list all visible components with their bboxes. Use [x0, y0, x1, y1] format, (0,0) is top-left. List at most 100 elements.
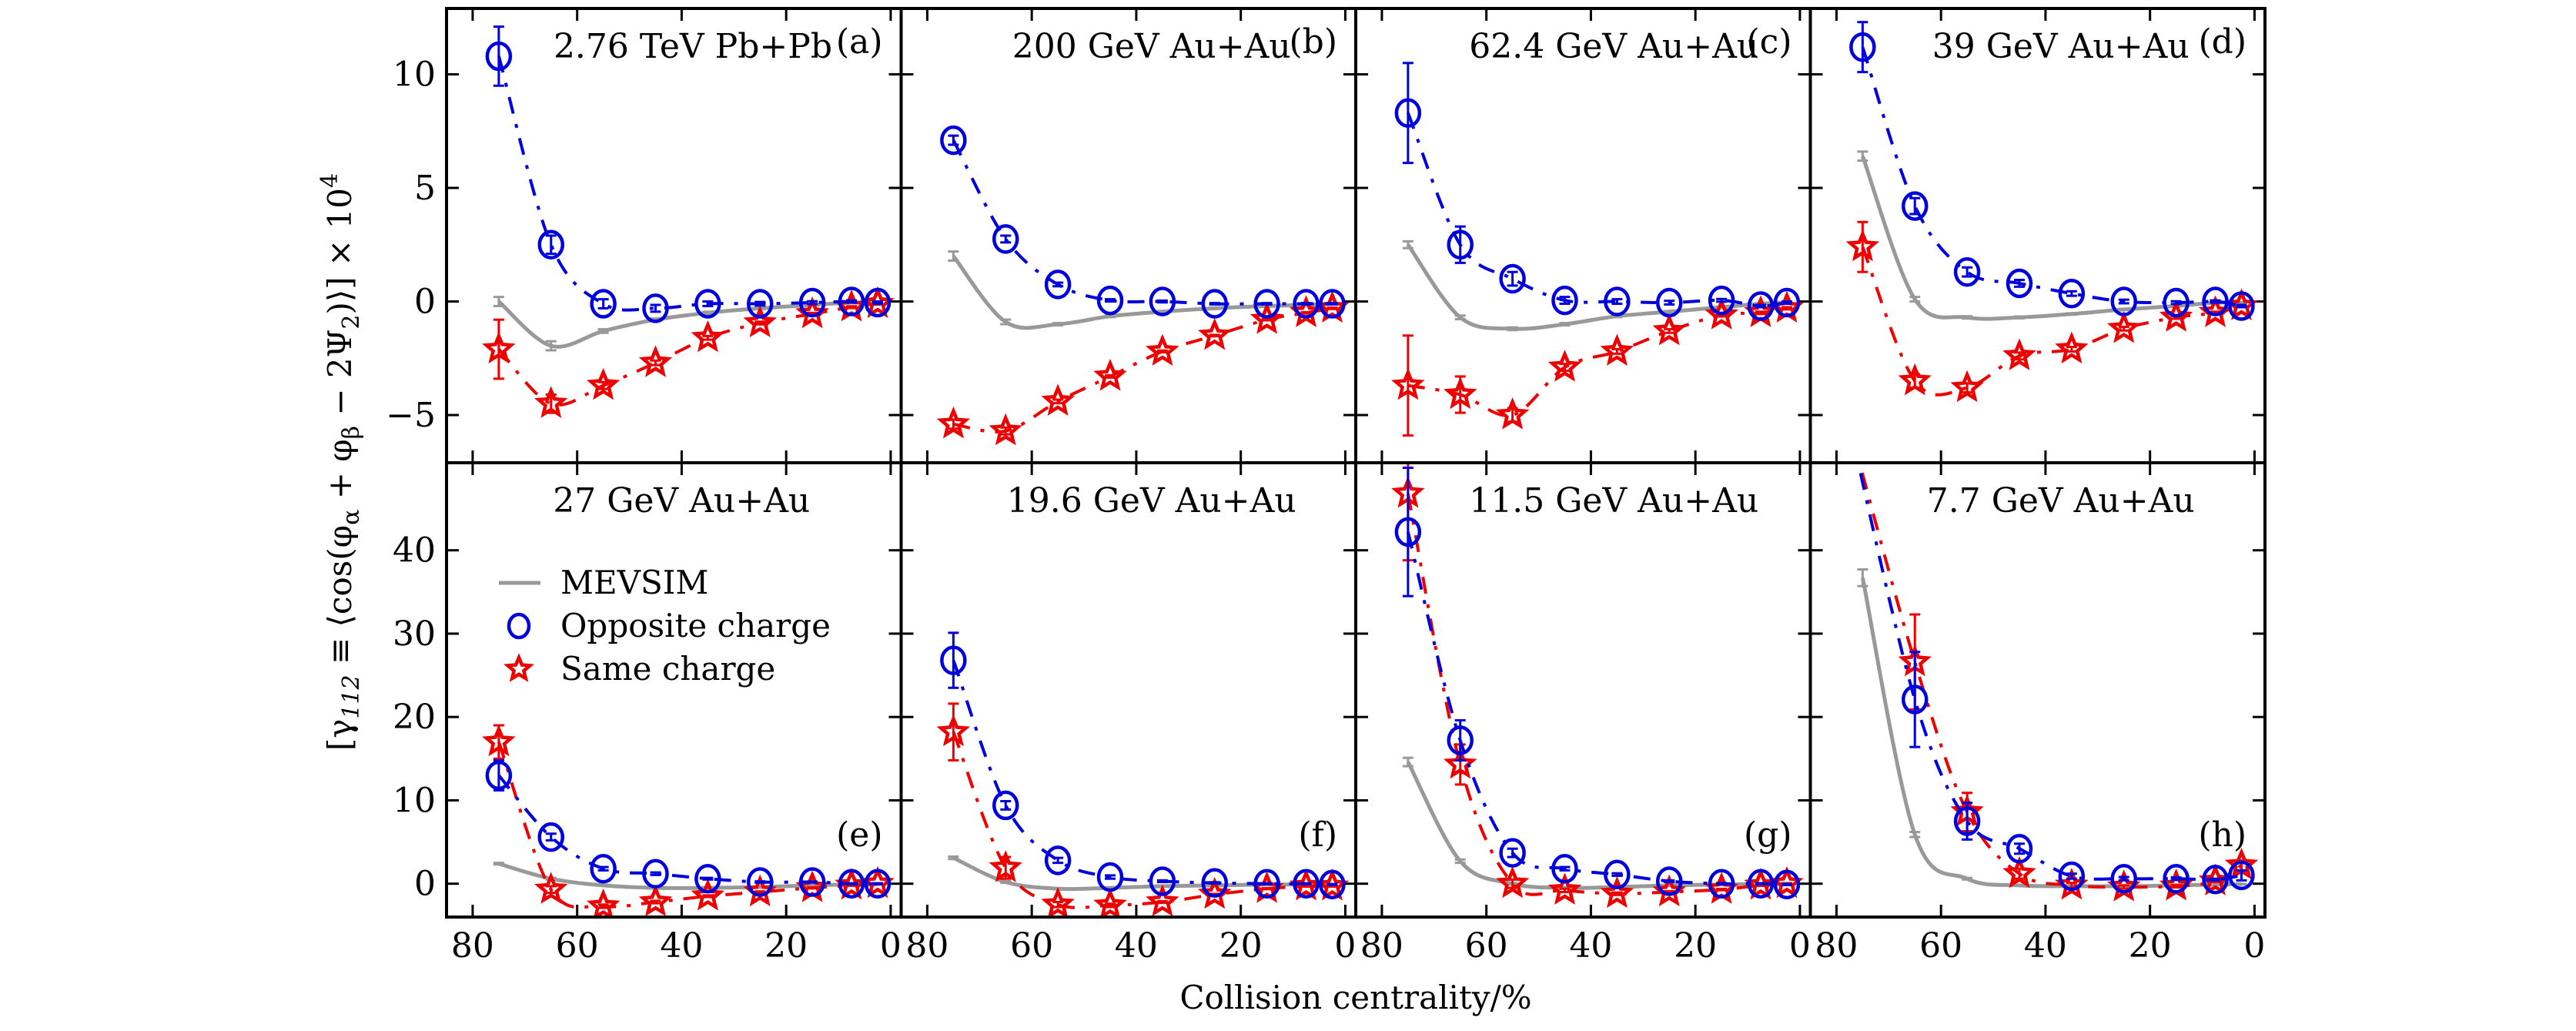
legend-label-same: Same charge — [560, 650, 775, 688]
plot-area — [1391, 463, 1804, 909]
point-same-charge — [1547, 872, 1582, 905]
point-same-charge — [743, 305, 778, 338]
point-same-charge — [1950, 370, 1984, 403]
series-line-same — [497, 302, 878, 407]
point-opposite-charge — [590, 289, 617, 319]
point-opposite-charge — [694, 863, 721, 894]
point-opposite-charge — [838, 869, 865, 899]
x-tick-label: 80 — [905, 926, 948, 966]
point-opposite-charge — [1499, 838, 1526, 868]
panel-label: (g) — [1744, 815, 1792, 855]
point-opposite-charge — [798, 287, 826, 318]
point-same-charge — [482, 724, 516, 757]
point-same-charge — [1495, 865, 1530, 899]
x-tick-label: 0 — [2243, 926, 2265, 966]
point-opposite-charge — [1901, 191, 1929, 221]
panel-d: 39 GeV Au+Au (d) — [1808, 7, 2267, 464]
point-opposite-charge — [1201, 868, 1228, 898]
point-same-charge — [936, 407, 971, 439]
plot-area — [1845, 21, 2259, 403]
point-opposite-charge — [1551, 285, 1578, 316]
point-opposite-charge — [746, 867, 774, 897]
point-same-charge — [1391, 367, 1425, 400]
x-tick-label: 40 — [660, 926, 703, 966]
series-line-same — [1407, 306, 1788, 417]
point-opposite-charge — [746, 289, 774, 319]
point-same-charge — [1444, 746, 1477, 779]
point-opposite-charge — [1293, 869, 1320, 899]
panel-label: (c) — [1747, 22, 1792, 62]
point-same-charge — [638, 884, 673, 917]
point-opposite-charge — [2202, 865, 2229, 895]
point-opposite-charge — [1708, 869, 1735, 899]
series-line-opposite — [497, 774, 878, 885]
panel-title: 2.76 TeV Pb+Pb — [554, 27, 832, 66]
x-tick-label: 40 — [1569, 926, 1612, 966]
point-opposite-charge — [2163, 863, 2190, 894]
point-opposite-charge — [1201, 289, 1228, 319]
point-opposite-charge — [2110, 286, 2137, 316]
point-opposite-charge — [1604, 859, 1631, 890]
legend-same-swatch — [503, 653, 534, 682]
point-opposite-charge — [537, 822, 564, 852]
y-tick-label: 30 — [393, 614, 436, 654]
point-opposite-charge — [1849, 32, 1876, 62]
panel-frame — [899, 461, 1357, 919]
x-tick-label: 60 — [1465, 926, 1508, 966]
x-axis-title: Collision centrality/% — [1179, 979, 1531, 1016]
point-opposite-charge — [694, 289, 721, 319]
point-opposite-charge — [1447, 229, 1474, 260]
panel-frame — [899, 7, 1357, 464]
point-opposite-charge — [1319, 869, 1346, 900]
y-tick-label: −5 — [386, 396, 436, 435]
point-same-charge — [1093, 887, 1127, 917]
panel-label: (f) — [1298, 815, 1337, 855]
point-opposite-charge — [864, 869, 892, 899]
plot-area — [1856, 463, 2259, 902]
point-opposite-charge — [2228, 291, 2255, 321]
series-line-same — [952, 731, 1333, 909]
point-same-charge — [1250, 302, 1284, 334]
point-same-charge — [1041, 383, 1075, 416]
point-same-charge — [638, 345, 673, 377]
plot-area — [482, 25, 895, 418]
panel-g: 80 60 40 20 0 11.5 GeV Au+Au (g) — [1354, 461, 1812, 966]
panel-title: 7.7 GeV Au+Au — [1927, 481, 2195, 521]
y-tick-label: 0 — [414, 865, 436, 904]
point-opposite-charge — [1655, 287, 1683, 318]
point-same-charge — [1146, 333, 1179, 366]
point-opposite-charge — [992, 224, 1019, 254]
point-opposite-charge — [1293, 289, 1320, 319]
point-same-charge — [2002, 855, 2036, 889]
panel-f: 80 60 40 20 0 19.6 GeV Au+Au (f) — [899, 461, 1357, 966]
point-same-charge — [482, 331, 516, 364]
series-line-same — [1861, 246, 2243, 397]
point-same-charge — [1547, 350, 1582, 382]
panel-label: (b) — [1290, 22, 1338, 62]
x-tick-label: 60 — [556, 926, 599, 966]
point-opposite-charge — [1253, 289, 1280, 319]
x-tick-label: 60 — [1919, 926, 1962, 966]
point-same-charge — [1845, 229, 1880, 262]
x-tick-label: 80 — [1815, 926, 1858, 966]
point-same-charge — [989, 413, 1022, 446]
point-opposite-charge — [1747, 869, 1775, 899]
x-tick-label: 20 — [1674, 926, 1717, 966]
series-line-opposite — [1406, 531, 1788, 886]
panel-title: 27 GeV Au+Au — [553, 481, 810, 521]
point-opposite-charge — [1447, 725, 1474, 755]
series-line-same — [1406, 493, 1788, 896]
panel-label: (e) — [836, 815, 882, 855]
series-line-opposite — [1407, 112, 1788, 308]
panel-frame — [1354, 461, 1812, 919]
panel-a: −5 0 5 10 2.76 TeV Pb+Pb (a) — [386, 7, 903, 464]
x-tick-label: 0 — [880, 926, 902, 966]
panel-label: (a) — [836, 22, 883, 62]
x-tick-label: 80 — [1360, 926, 1403, 966]
x-tick-label: 20 — [2129, 926, 2172, 966]
panel-h: 80 60 40 20 0 7.7 GeV Au+Au (h) — [1808, 461, 2267, 966]
point-opposite-charge — [590, 853, 617, 884]
point-opposite-charge — [1708, 285, 1735, 316]
point-same-charge — [936, 714, 971, 747]
